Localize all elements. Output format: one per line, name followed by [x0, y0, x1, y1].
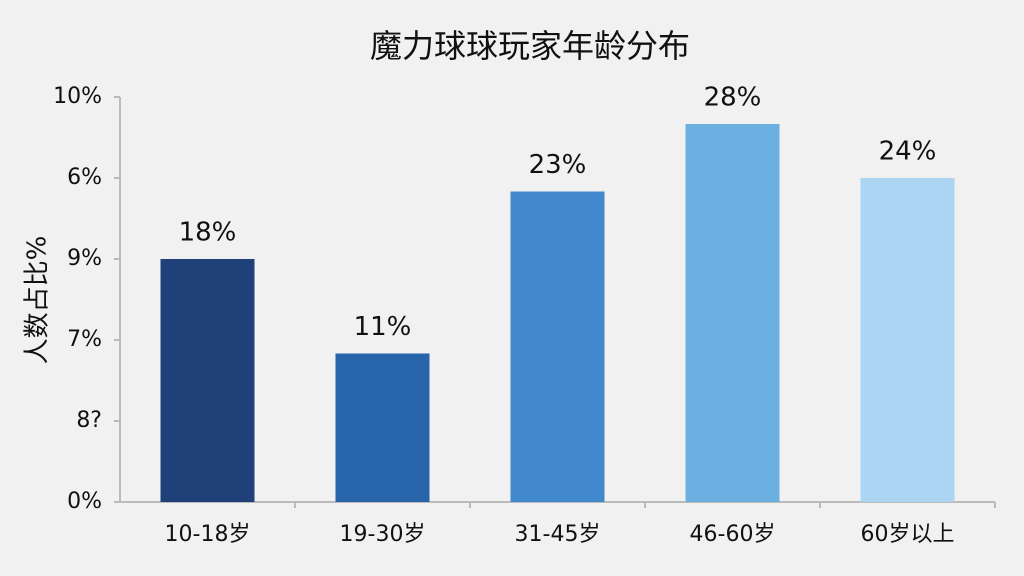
y-tick-label: 0%	[67, 489, 102, 514]
chart-title: 魔力球球玩家年龄分布	[370, 27, 690, 65]
value-label: 28%	[704, 83, 762, 113]
bar	[510, 191, 605, 502]
y-tick-label: 6%	[67, 165, 102, 190]
y-tick-label: 7%	[67, 327, 102, 352]
y-axis-label: 人数占比%	[23, 236, 53, 365]
value-label: 11%	[354, 312, 412, 342]
value-label: 24%	[879, 137, 937, 167]
value-label: 23%	[529, 150, 587, 180]
bar	[335, 353, 430, 502]
bar	[160, 259, 255, 502]
value-label: 18%	[179, 218, 237, 248]
x-tick-label: 31-45岁	[515, 522, 601, 547]
y-tick-label: 8?	[76, 408, 102, 433]
y-tick-label: 9%	[67, 246, 102, 271]
bar	[860, 178, 955, 502]
x-tick-label: 10-18岁	[165, 522, 251, 547]
bar	[685, 124, 780, 502]
y-tick-label: 10%	[53, 84, 102, 109]
x-tick-label: 19-30岁	[340, 522, 426, 547]
x-tick-label: 46-60岁	[690, 522, 776, 547]
x-tick-label: 60岁以上	[861, 522, 955, 547]
